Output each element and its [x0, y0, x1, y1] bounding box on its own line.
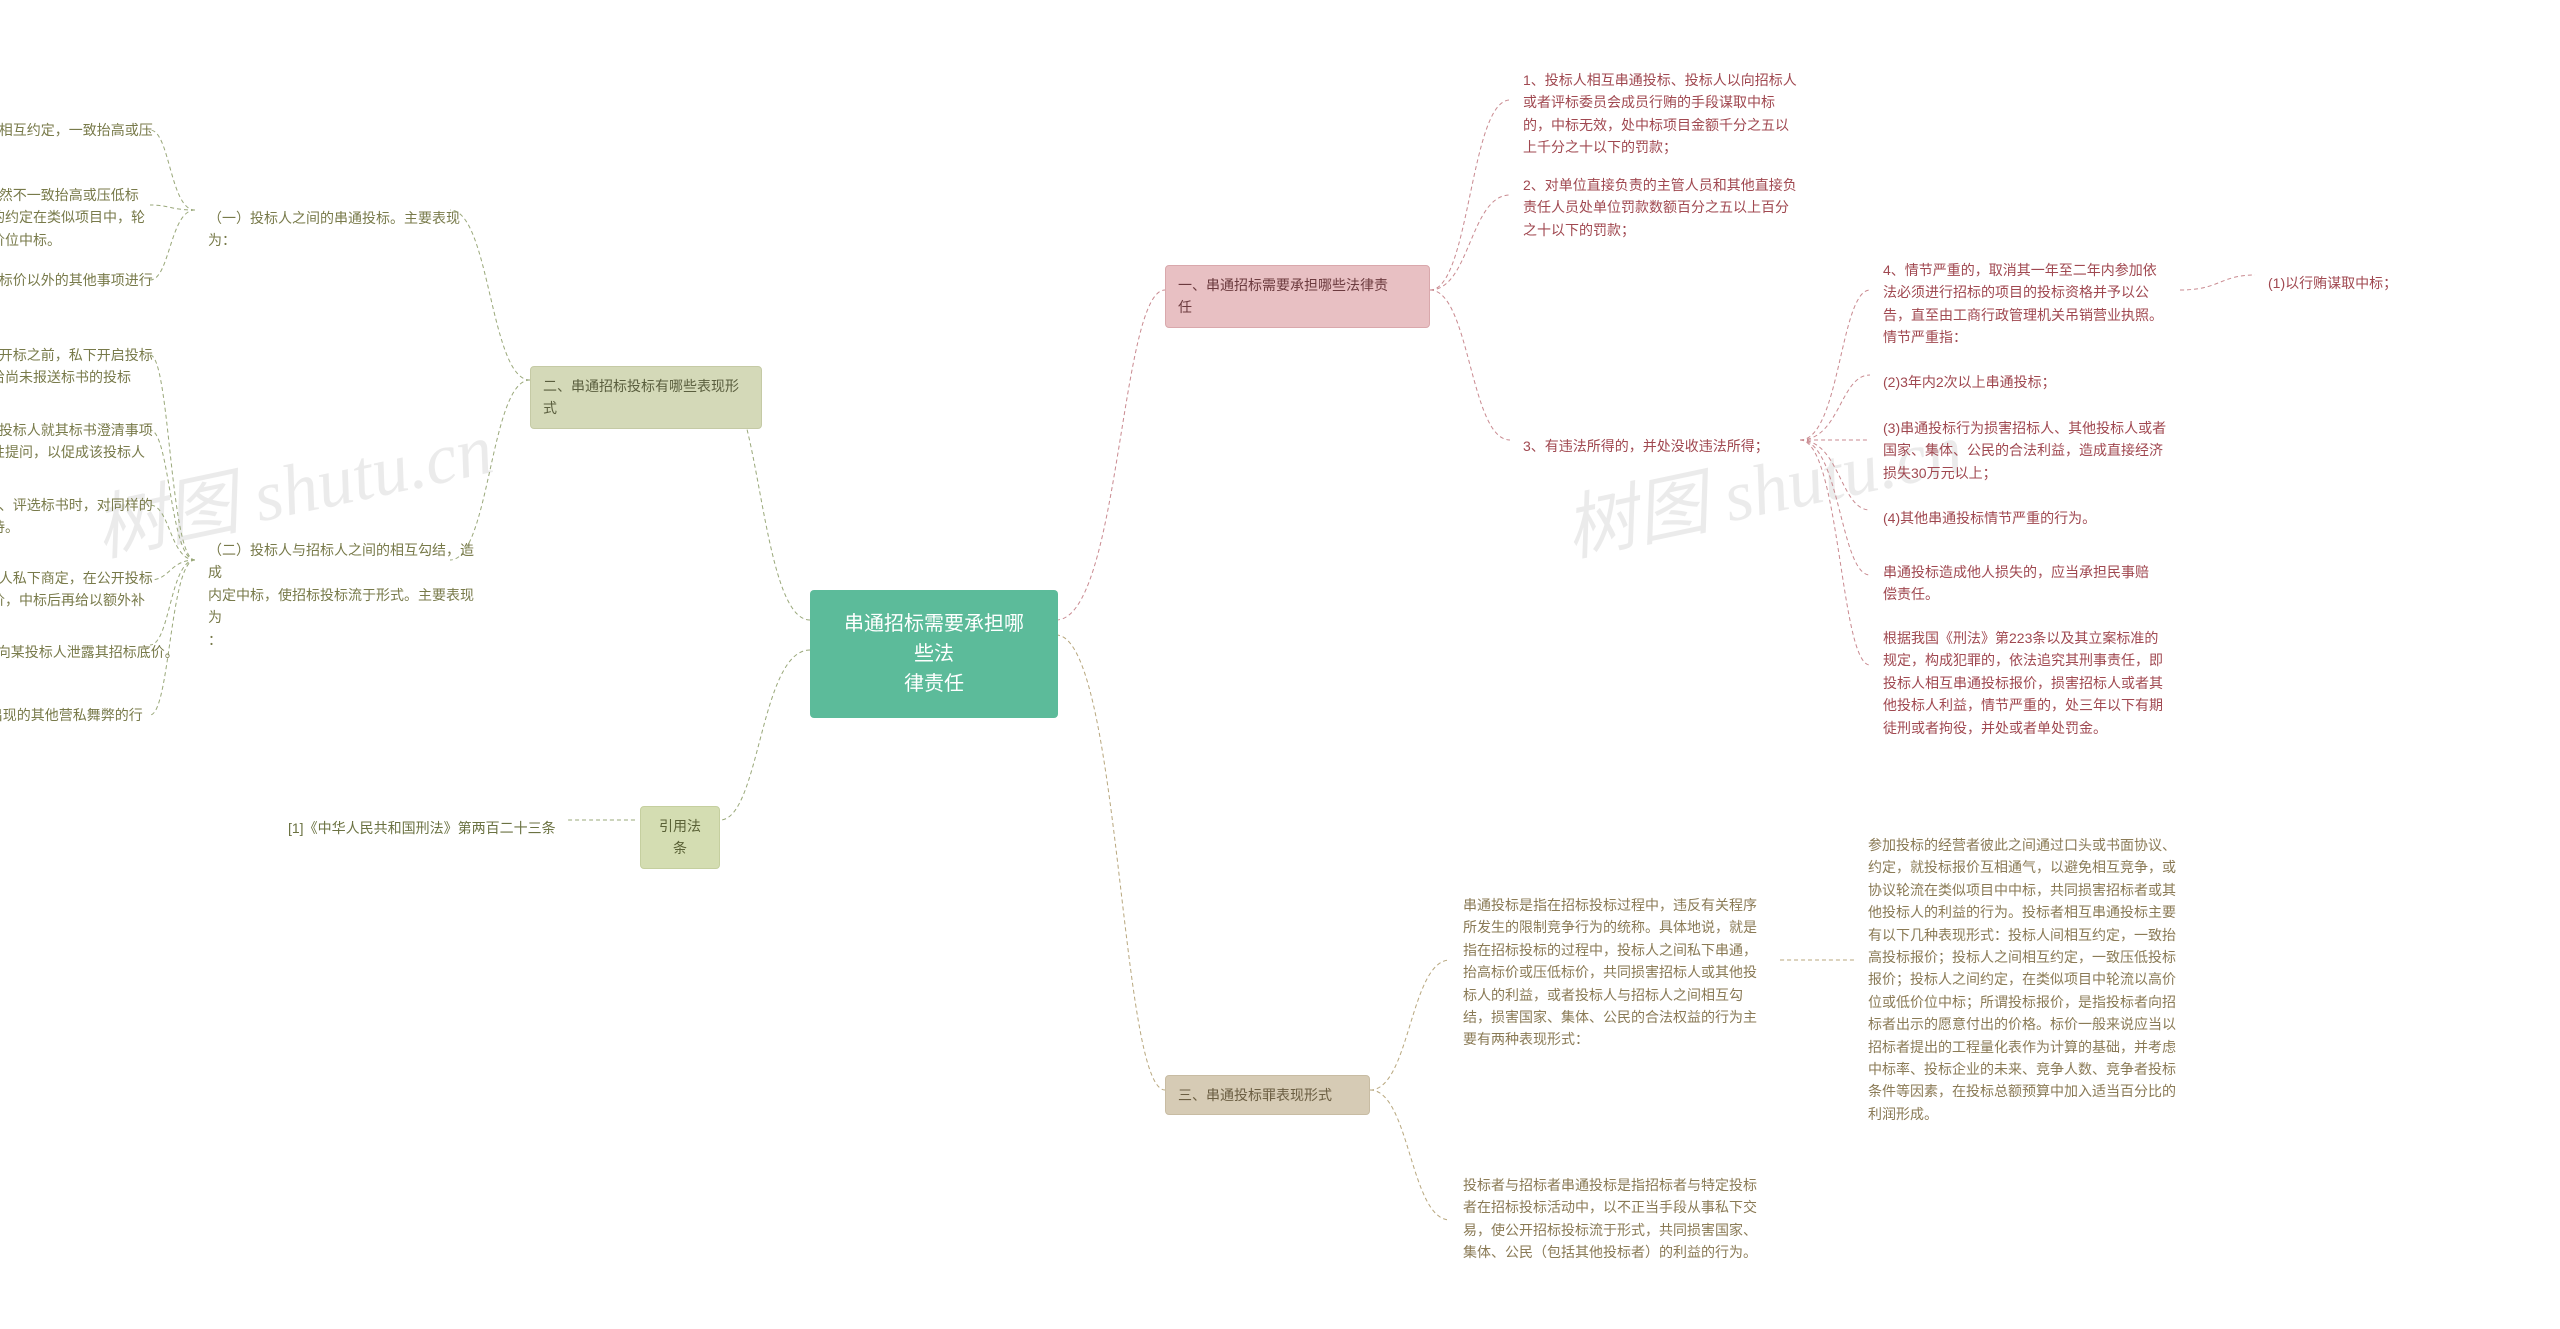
section1-title-l2: 任 — [1178, 296, 1417, 318]
section2-groupA-i1: 1、投标人之间的相互约定，一致抬高或压低投标报价。 — [0, 110, 170, 173]
section2-groupB-i6: 6、在招标过程中出现的其他营私舞弊的行为。 — [0, 695, 170, 758]
section1-tail2: 根据我国《刑法》第223条以及其立案标准的规定，构成犯罪的，依法追究其刑事责任，… — [1870, 618, 2180, 748]
section2-groupB-i3: 3、招标人在审查、评选标书时，对同样的标书实行差别对待。 — [0, 485, 170, 548]
root-node: 串通招标需要承担哪些法 律责任 — [810, 590, 1058, 718]
section2-groupB-i5: 5、招标人向某投标人泄露其招标底价。 — [0, 632, 210, 672]
section2-title: 二、串通招标投标有哪些表现形式 — [530, 366, 762, 429]
root-title-line1: 串通招标需要承担哪些法 — [835, 609, 1033, 669]
section2-groupA-title: （一）投标人之间的串通投标。主要表现为： — [195, 198, 485, 261]
groupB-title-l1: （二）投标人与招标人之间的相互勾结，造成 — [208, 539, 482, 584]
section1-item1: 1、投标人相互串通投标、投标人以向招标人或者评标委员会成员行贿的手段谋取中标的，… — [1510, 60, 1810, 168]
section2-groupB-title: （二）投标人与招标人之间的相互勾结，造成 内定中标，使招标投标流于形式。主要表现… — [195, 530, 495, 660]
root-title-line2: 律责任 — [835, 669, 1033, 699]
section1-item4: 4、情节严重的，取消其一年至二年内参加依法必须进行招标的项目的投标资格并予以公告… — [1870, 250, 2180, 358]
section1-title-l1: 一、串通招标需要承担哪些法律责 — [1178, 274, 1417, 296]
section3-p1: 串通投标是指在招标投标过程中，违反有关程序所发生的限制竞争行为的统称。具体地说，… — [1450, 885, 1780, 1060]
section1-title: 一、串通招标需要承担哪些法律责 任 — [1165, 265, 1430, 328]
section1-item3: 3、有违法所得的，并处没收违法所得； — [1510, 426, 1800, 466]
section2-groupB-i2: 2、招标人在要求投标人就其标书澄清事项时，故意做引导性提问，以促成该投标人中标。 — [0, 410, 170, 495]
section1-sub3: (3)串通投标行为损害招标人、其他投标人或者国家、集体、公民的合法利益，造成直接… — [1870, 408, 2180, 493]
section1-sub4: (4)其他串通投标情节严重的行为。 — [1870, 498, 2150, 538]
groupB-title-l2: 内定中标，使招标投标流于形式。主要表现为 — [208, 584, 482, 629]
section3-title: 三、串通投标罪表现形式 — [1165, 1075, 1370, 1115]
section3-p3: 投标者与招标者串通投标是指招标者与特定投标者在招标投标活动中，以不正当手段从事私… — [1450, 1165, 1780, 1273]
section3-p2: 参加投标的经营者彼此之间通过口头或书面协议、约定，就投标报价互相通气，以避免相互… — [1855, 825, 2195, 1134]
section2-groupA-i2: 2、投标人之间虽然不一致抬高或压低标价，但彼此之间的约定在类似项目中，轮流以高价… — [0, 175, 170, 260]
section1-tail1: 串通投标造成他人损失的，应当承担民事赔偿责任。 — [1870, 552, 2170, 615]
section1-sub1: (1)以行贿谋取中标； — [2255, 263, 2415, 303]
section1-item2: 2、对单位直接负责的主管人员和其他直接负责任人员处单位罚款数额百分之五以上百分之… — [1510, 165, 1810, 250]
section2-groupA-i3: 3、投标人之间就标价以外的其他事项进行串通。 — [0, 260, 170, 323]
ref-title: 引用法条 — [640, 806, 720, 869]
section2-groupB-i4: 4、投标人与招标人私下商定，在公开投标时压低或抬高标价，中标后再给以额外补偿。 — [0, 558, 170, 643]
ref-item: [1]《中华人民共和国刑法》第两百二十三条 — [275, 808, 595, 848]
section1-sub2: (2)3年内2次以上串通投标； — [1870, 362, 2120, 402]
section2-groupB-i1: 1、招标人在公开开标之前，私下开启投标人标书，并通过给尚未报送标书的投标人。 — [0, 335, 170, 420]
groupB-title-l3: ： — [208, 629, 482, 651]
